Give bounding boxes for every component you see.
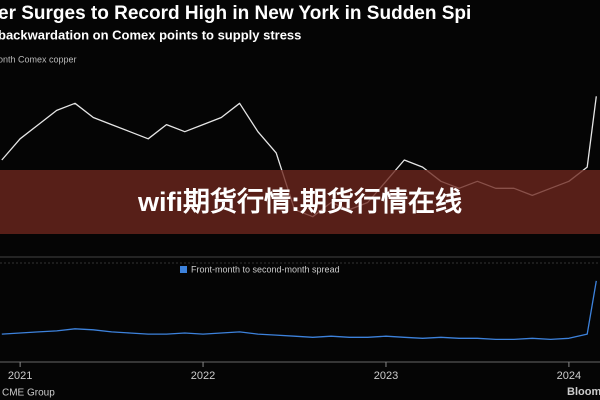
x-tick-label: 2022 xyxy=(191,370,215,382)
chart-title: er Surges to Record High in New York in … xyxy=(0,3,471,24)
x-tick-label: 2021 xyxy=(8,370,32,382)
overlay-text: wifi期货行情:期货行情在线 xyxy=(137,186,462,217)
overlay-banner xyxy=(0,170,600,234)
legend-swatch xyxy=(180,266,187,273)
brand: Bloom xyxy=(567,386,600,398)
source: CME Group xyxy=(2,388,55,399)
series-label: onth Comex copper xyxy=(0,54,77,64)
x-tick-label: 2023 xyxy=(374,370,398,382)
x-tick-label: 2024 xyxy=(557,370,581,382)
chart-subtitle: backwardation on Comex points to supply … xyxy=(0,27,301,42)
legend-label: Front-month to second-month spread xyxy=(191,264,340,274)
series-line xyxy=(1,280,597,341)
